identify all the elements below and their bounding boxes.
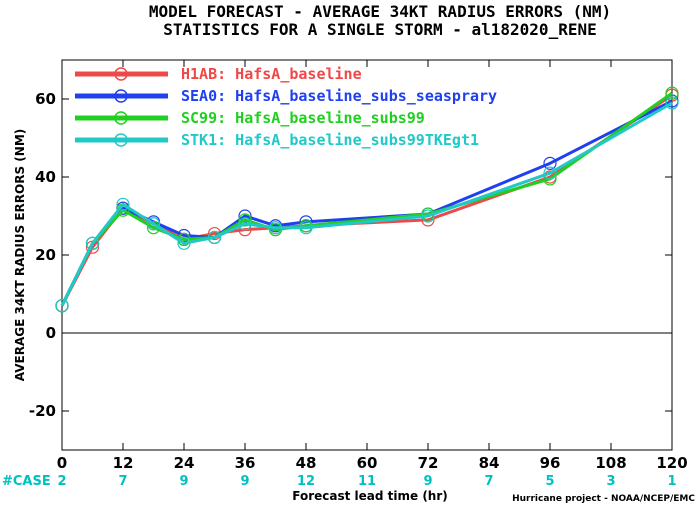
x-tick-label: 108 <box>595 454 626 472</box>
y-tick-label: 60 <box>35 90 56 108</box>
x-tick-label: 0 <box>57 454 67 472</box>
case-count: 9 <box>423 474 432 489</box>
legend-entry: SC99: HafsA_baseline_subs99 <box>181 109 425 127</box>
case-count: 12 <box>297 474 315 489</box>
case-count: 2 <box>57 474 66 489</box>
case-count: 1 <box>667 474 676 489</box>
data-point <box>299 221 313 235</box>
data-point <box>55 299 69 313</box>
y-tick-label: 20 <box>35 246 56 264</box>
legend-entry: H1AB: HafsA_baseline <box>181 65 362 83</box>
x-tick-label: 120 <box>656 454 687 472</box>
legend-swatch-marker <box>114 67 128 81</box>
legend-swatch-marker <box>114 111 128 125</box>
data-point <box>238 213 252 227</box>
y-tick-label: 40 <box>35 168 56 186</box>
y-axis-label: AVERAGE 34KT RADIUS ERRORS (NM) <box>13 129 27 381</box>
case-count: 9 <box>179 474 188 489</box>
y-tick-label: 0 <box>46 324 56 342</box>
case-count: 7 <box>484 474 493 489</box>
data-point <box>146 217 161 231</box>
case-count: 5 <box>545 474 554 489</box>
data-point <box>85 236 100 250</box>
x-axis-label: Forecast lead time (hr) <box>292 489 448 503</box>
series-line <box>60 101 673 307</box>
x-tick-label: 24 <box>174 454 195 472</box>
legend-entry: SEA0: HafsA_baseline_subs_seasprary <box>181 87 497 105</box>
x-tick-label: 72 <box>418 454 439 472</box>
x-tick-label: 60 <box>357 454 378 472</box>
legend-swatch-marker <box>114 133 128 147</box>
data-point <box>665 86 679 100</box>
y-tick-label: -20 <box>29 402 56 420</box>
credit-text: Hurricane project - NOAA/NCEP/EMC <box>512 494 695 504</box>
data-point <box>543 166 557 180</box>
x-tick-label: 12 <box>113 454 134 472</box>
x-tick-label: 96 <box>540 454 561 472</box>
chart-title-line1: MODEL FORECAST - AVERAGE 34KT RADIUS ERR… <box>149 2 611 21</box>
cases-label: #CASE <box>2 474 51 489</box>
data-point <box>177 236 191 250</box>
data-point <box>665 96 679 110</box>
case-count: 11 <box>358 474 376 489</box>
data-point <box>268 221 283 235</box>
case-count: 7 <box>118 474 127 489</box>
case-count: 3 <box>606 474 615 489</box>
data-point <box>543 156 557 170</box>
x-tick-label: 48 <box>296 454 317 472</box>
x-tick-label: 84 <box>479 454 500 472</box>
chart-title-line2: STATISTICS FOR A SINGLE STORM - al182020… <box>163 20 596 39</box>
data-point <box>238 209 252 223</box>
case-count: 9 <box>240 474 249 489</box>
x-tick-label: 36 <box>235 454 256 472</box>
data-point <box>421 209 435 223</box>
data-point <box>207 230 222 245</box>
legend-swatch-marker <box>114 89 128 103</box>
data-point <box>116 197 130 211</box>
legend-entry: STK1: HafsA_baseline_subs99TKEgt1 <box>181 131 479 149</box>
plot-area: -20 0 20 40 60 0 2 12 7 24 9 36 9 48 12 60 11 72 9 84 7 96 5 10… <box>29 59 688 489</box>
data-point <box>238 217 252 231</box>
